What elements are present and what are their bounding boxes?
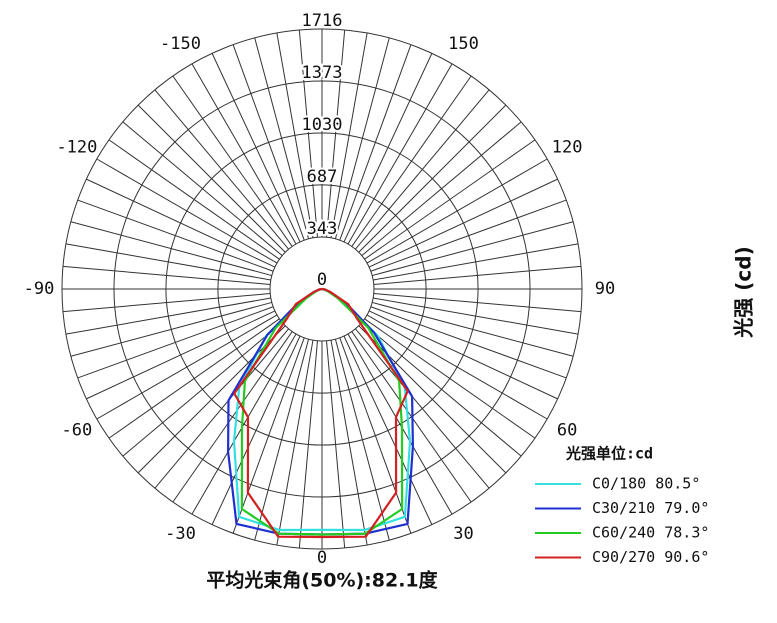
spoke xyxy=(70,301,272,357)
spoke xyxy=(372,301,574,357)
spoke xyxy=(343,53,433,243)
legend-title: 光强单位:cd xyxy=(565,445,653,463)
spoke xyxy=(339,337,412,534)
spoke xyxy=(366,314,548,420)
spoke xyxy=(358,104,507,253)
spoke xyxy=(334,339,390,541)
spoke xyxy=(172,75,293,247)
theta-tick-label: -30 xyxy=(165,524,196,544)
spoke xyxy=(347,333,453,515)
spoke xyxy=(351,75,472,247)
spoke xyxy=(368,310,558,400)
r-tick-label: 0 xyxy=(317,270,327,290)
spoke xyxy=(366,158,548,264)
theta-tick-label: -120 xyxy=(56,138,97,158)
spoke xyxy=(276,340,314,546)
spoke xyxy=(326,29,346,238)
spoke xyxy=(77,199,274,272)
spoke xyxy=(355,328,490,489)
spoke xyxy=(361,322,522,457)
spoke xyxy=(70,221,272,277)
spoke xyxy=(373,265,582,285)
spoke xyxy=(364,139,536,260)
theta-tick-label: 60 xyxy=(557,421,577,441)
spoke xyxy=(373,293,582,313)
r-tick-label: 1716 xyxy=(302,11,343,31)
spoke xyxy=(122,322,283,457)
spoke xyxy=(65,297,271,335)
spoke xyxy=(86,310,276,400)
theta-tick-label: 120 xyxy=(552,138,583,158)
caption: 平均光束角(50%):82.1度 xyxy=(206,569,438,592)
spoke xyxy=(347,63,453,245)
spoke xyxy=(330,32,368,238)
spoke xyxy=(373,243,579,281)
spoke xyxy=(191,63,297,245)
spoke xyxy=(77,306,274,379)
spoke xyxy=(172,331,293,503)
series-line xyxy=(233,287,409,539)
spoke xyxy=(339,44,412,241)
r-tick-label: 343 xyxy=(307,219,338,239)
theta-tick-label: 90 xyxy=(595,279,615,299)
spoke xyxy=(108,139,280,260)
spoke xyxy=(62,265,271,285)
spoke xyxy=(343,335,433,525)
theta-tick-label: -150 xyxy=(160,34,201,54)
spoke xyxy=(326,340,346,549)
spoke xyxy=(276,32,314,238)
spoke xyxy=(370,199,567,272)
spoke xyxy=(137,104,286,253)
spoke xyxy=(211,53,301,243)
spoke xyxy=(232,44,305,241)
r-tick-label: 687 xyxy=(307,167,338,187)
y-axis-label: 光强 (cd) xyxy=(732,246,756,338)
spoke xyxy=(254,339,310,541)
spoke xyxy=(62,293,271,313)
spoke xyxy=(254,37,310,239)
spoke xyxy=(298,29,318,238)
spoke xyxy=(373,297,579,335)
spoke xyxy=(330,340,368,546)
spoke xyxy=(355,89,490,250)
spoke xyxy=(108,318,280,439)
legend-label: C60/240 78.3° xyxy=(592,524,709,542)
theta-tick-label: -90 xyxy=(24,279,55,299)
spoke xyxy=(86,178,276,268)
grid xyxy=(61,28,583,550)
spoke xyxy=(191,333,297,515)
theta-tick-label: -60 xyxy=(62,421,93,441)
spoke xyxy=(122,121,283,256)
spoke xyxy=(154,328,289,489)
spoke xyxy=(211,335,301,525)
labels: 0 343 687 1030 1373 1716 -150 -120 -90 -60 -30 0 30 6… xyxy=(24,9,710,568)
spoke xyxy=(232,337,305,534)
spoke xyxy=(368,178,558,268)
spoke xyxy=(334,37,390,239)
spoke xyxy=(96,314,278,420)
legend-label: C0/180 80.5° xyxy=(592,475,700,493)
spoke xyxy=(361,121,522,256)
spoke xyxy=(370,306,567,379)
spoke xyxy=(358,325,507,474)
r-tick-label: 1373 xyxy=(302,63,343,83)
spoke xyxy=(372,221,574,277)
theta-tick-label: 0 xyxy=(317,548,327,568)
legend-label: C30/210 79.0° xyxy=(592,499,709,517)
spoke xyxy=(154,89,289,250)
spoke xyxy=(96,158,278,264)
legend-label: C90/270 90.6° xyxy=(592,548,709,566)
theta-tick-label: 30 xyxy=(453,524,473,544)
spoke xyxy=(364,318,536,439)
curves xyxy=(227,287,414,539)
theta-tick-label: 150 xyxy=(448,34,479,54)
spoke xyxy=(137,325,286,474)
spoke xyxy=(298,340,318,549)
spoke xyxy=(65,243,271,281)
r-tick-label: 1030 xyxy=(302,115,343,135)
